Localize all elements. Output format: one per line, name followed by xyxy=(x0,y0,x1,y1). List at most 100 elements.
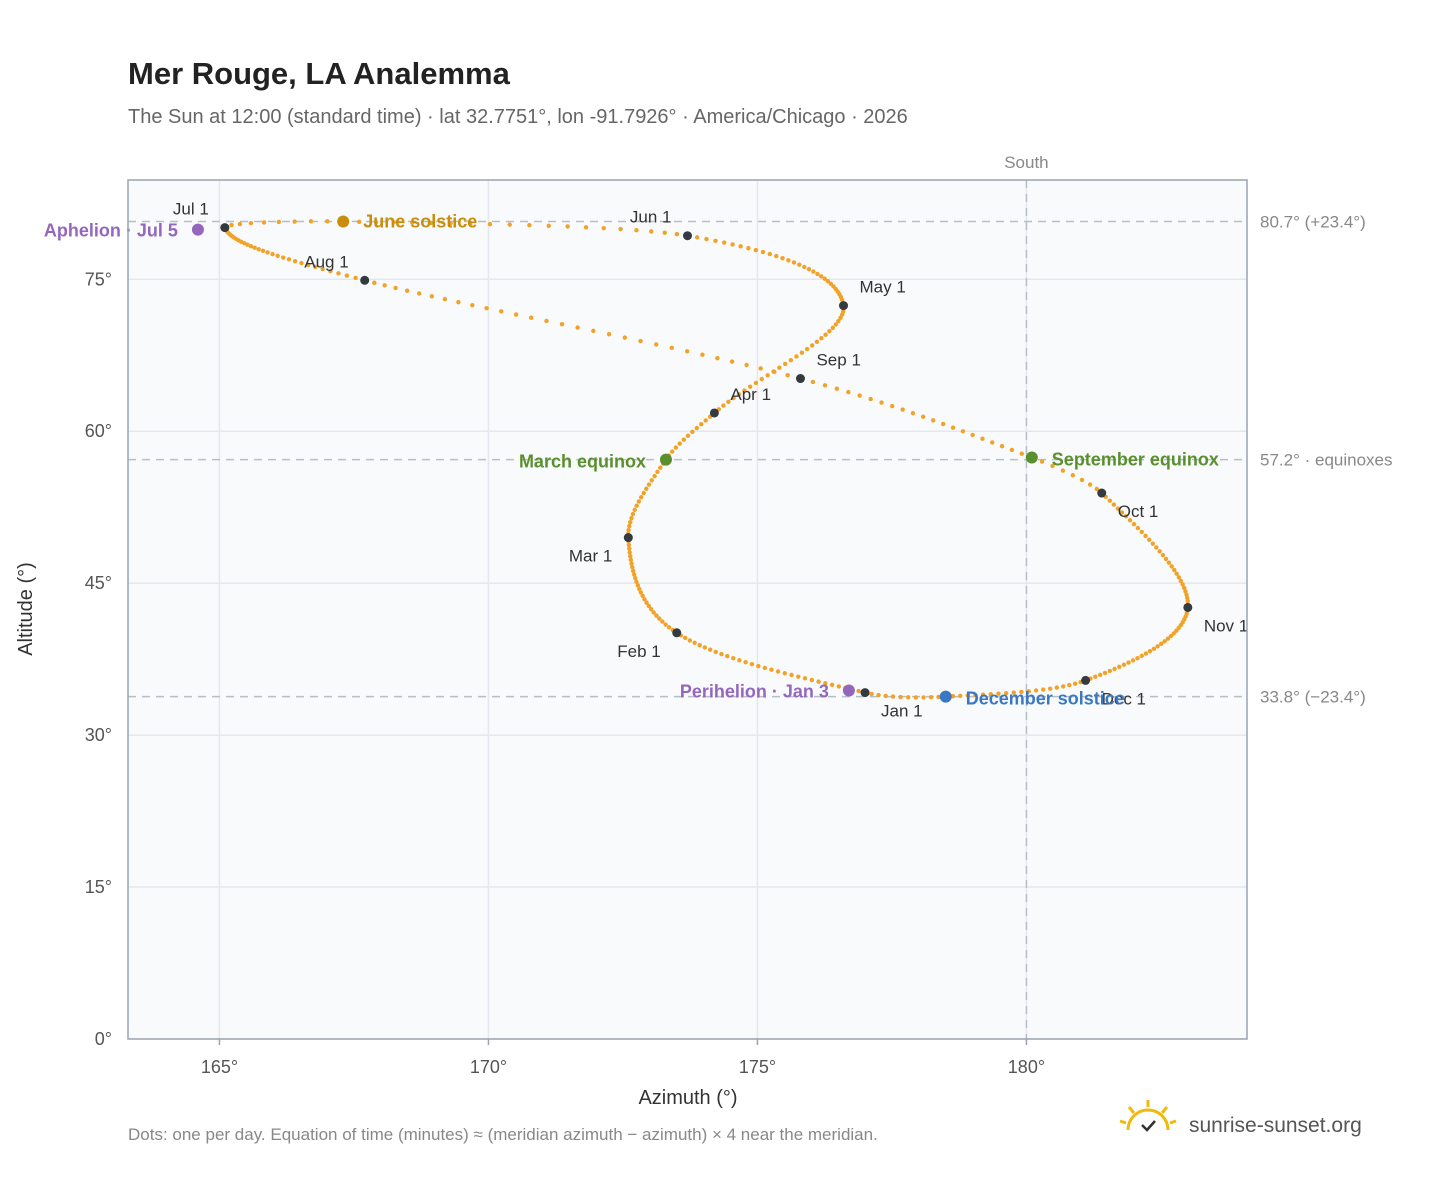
daily-dot xyxy=(713,649,718,655)
daily-dot xyxy=(910,410,916,416)
daily-dot xyxy=(248,220,254,226)
daily-dot xyxy=(756,663,761,669)
daily-dot xyxy=(648,607,654,612)
event-label: June solstice xyxy=(363,212,477,232)
daily-dot xyxy=(325,219,330,224)
daily-dot xyxy=(644,600,649,605)
daily-dot xyxy=(1047,686,1053,691)
daily-dot xyxy=(670,449,675,454)
daily-dot xyxy=(930,418,936,423)
daily-dot xyxy=(753,380,759,386)
daily-dot xyxy=(467,221,473,226)
daily-dot xyxy=(700,352,705,357)
event-label: December solstice xyxy=(966,689,1125,709)
daily-dot xyxy=(730,242,735,247)
daily-dot xyxy=(628,557,634,563)
daily-dot xyxy=(344,273,350,278)
daily-dot xyxy=(796,674,801,679)
daily-dot xyxy=(950,425,956,430)
x-tick-label: 165° xyxy=(201,1057,238,1077)
daily-dot xyxy=(759,376,764,382)
page-title: Mer Rouge, LA Analemma xyxy=(128,56,511,91)
daily-dot xyxy=(513,312,519,317)
daily-dot xyxy=(786,258,791,263)
daily-dot xyxy=(1107,498,1113,503)
daily-dot xyxy=(1172,567,1177,573)
daily-dot xyxy=(868,396,873,402)
sun-ray xyxy=(1160,1106,1169,1114)
daily-dot xyxy=(1072,681,1078,686)
daily-dot xyxy=(1079,477,1085,483)
daily-dot xyxy=(703,418,708,423)
daily-dot xyxy=(980,436,985,441)
daily-dot xyxy=(1087,482,1093,487)
daily-dot xyxy=(889,403,895,409)
daily-dot xyxy=(1019,451,1025,456)
daily-dot xyxy=(641,490,646,496)
daily-dot xyxy=(744,362,749,368)
y-axis-label: Altitude (°) xyxy=(15,562,37,656)
daily-dot xyxy=(789,672,794,678)
daily-dot xyxy=(913,695,919,700)
daily-dot xyxy=(280,255,286,260)
y-tick-label: 15° xyxy=(85,877,112,897)
daily-dot xyxy=(261,220,267,225)
daily-dot xyxy=(649,229,654,234)
daily-dot xyxy=(737,658,742,663)
daily-dot xyxy=(634,503,639,508)
daily-dot xyxy=(996,691,1001,696)
daily-dot xyxy=(782,671,787,676)
daily-dot xyxy=(980,692,986,697)
daily-dot xyxy=(836,684,842,689)
daily-dot xyxy=(742,388,747,393)
daily-dot xyxy=(633,575,638,581)
daily-dot xyxy=(1070,473,1076,478)
daily-dot xyxy=(575,325,580,330)
daily-dot xyxy=(292,219,297,224)
x-tick-label: 170° xyxy=(470,1057,507,1077)
daily-dot xyxy=(634,227,639,233)
event-marker xyxy=(337,215,350,228)
daily-dot xyxy=(353,275,358,281)
daily-dot xyxy=(713,238,718,244)
daily-dot xyxy=(960,429,966,434)
daily-dot xyxy=(1107,668,1113,674)
daily-dot xyxy=(1160,552,1166,558)
daily-dot xyxy=(749,661,755,667)
sun-icon xyxy=(1126,1108,1170,1131)
daily-dot xyxy=(630,568,636,574)
daily-dot xyxy=(702,645,708,650)
daily-dot xyxy=(1178,578,1184,584)
daily-dot xyxy=(630,565,635,570)
daily-dot xyxy=(1111,502,1117,507)
daily-dot xyxy=(442,296,448,302)
daily-dot xyxy=(731,395,736,401)
y-tick-label: 75° xyxy=(85,269,112,289)
daily-dot xyxy=(1143,651,1149,656)
daily-dot xyxy=(799,350,805,355)
daily-dot xyxy=(1026,689,1031,694)
daily-dot xyxy=(654,613,659,618)
daily-dot xyxy=(657,616,662,621)
daily-dot xyxy=(1166,560,1172,565)
daily-dot xyxy=(583,225,589,230)
daily-dot xyxy=(628,519,633,525)
daily-dot xyxy=(704,236,709,242)
daily-dot xyxy=(684,349,690,354)
daily-dot xyxy=(654,342,659,347)
daily-dot xyxy=(630,511,636,517)
daily-dot xyxy=(1184,592,1189,597)
daily-dot xyxy=(819,336,824,341)
daily-dot xyxy=(731,656,736,661)
daily-dot xyxy=(1121,662,1127,667)
daily-dot xyxy=(565,224,570,229)
daily-dot xyxy=(802,676,808,681)
daily-dot xyxy=(809,677,815,683)
daily-dot xyxy=(936,694,941,700)
daily-dot xyxy=(638,590,644,595)
daily-dot xyxy=(606,332,612,337)
daily-dot xyxy=(410,220,415,225)
daily-dot xyxy=(692,640,697,646)
daily-dot xyxy=(687,638,693,643)
daily-dot xyxy=(802,264,807,270)
